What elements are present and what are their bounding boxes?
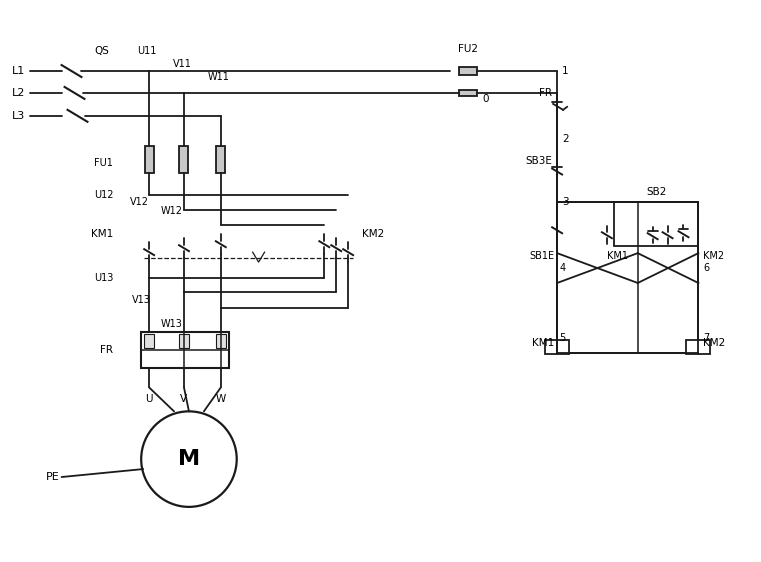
- Text: V12: V12: [130, 197, 149, 207]
- Text: W: W: [215, 395, 226, 405]
- Text: 2: 2: [562, 134, 568, 144]
- Text: 7: 7: [703, 333, 710, 343]
- Bar: [144, 334, 154, 348]
- Bar: [216, 146, 225, 173]
- Text: FR: FR: [539, 88, 552, 98]
- Circle shape: [142, 411, 237, 507]
- Text: V13: V13: [132, 295, 151, 305]
- Bar: [614, 202, 699, 246]
- Text: 4: 4: [559, 263, 565, 273]
- Bar: [459, 90, 476, 96]
- Text: 0: 0: [482, 94, 489, 104]
- Text: W11: W11: [208, 72, 230, 82]
- Text: PE: PE: [46, 472, 59, 482]
- Bar: [180, 146, 189, 173]
- Text: KM2: KM2: [703, 338, 726, 348]
- Text: W12: W12: [161, 206, 183, 216]
- Text: QS: QS: [94, 46, 109, 56]
- Bar: [216, 334, 226, 348]
- Text: 1: 1: [562, 66, 568, 76]
- Bar: [145, 146, 154, 173]
- Text: KM1: KM1: [91, 229, 113, 239]
- Bar: [179, 334, 189, 348]
- Text: FU1: FU1: [94, 157, 113, 167]
- Text: 5: 5: [559, 333, 565, 343]
- Text: KM2: KM2: [703, 251, 724, 261]
- Text: U: U: [145, 395, 153, 405]
- Text: 6: 6: [703, 263, 709, 273]
- Text: FR: FR: [100, 345, 113, 355]
- Text: U13: U13: [94, 273, 113, 283]
- Text: U11: U11: [138, 46, 157, 56]
- Text: KM1: KM1: [532, 338, 554, 348]
- Text: L2: L2: [12, 88, 25, 98]
- Bar: [557, 202, 699, 352]
- Text: FU2: FU2: [457, 44, 478, 54]
- Text: U12: U12: [94, 191, 113, 201]
- Text: V: V: [180, 395, 187, 405]
- Text: L3: L3: [12, 111, 25, 121]
- Text: KM1: KM1: [607, 251, 628, 261]
- Text: L1: L1: [12, 66, 25, 76]
- Text: SB3E: SB3E: [525, 156, 552, 166]
- Text: KM2: KM2: [362, 229, 384, 239]
- Bar: [459, 67, 476, 75]
- Bar: [142, 332, 229, 368]
- Text: M: M: [178, 449, 200, 469]
- Bar: [686, 339, 710, 353]
- Text: V11: V11: [173, 59, 192, 69]
- Text: SB1E: SB1E: [529, 251, 554, 261]
- Text: W13: W13: [161, 319, 183, 329]
- Text: 3: 3: [562, 197, 568, 207]
- Text: SB2: SB2: [646, 188, 667, 197]
- Bar: [545, 339, 569, 353]
